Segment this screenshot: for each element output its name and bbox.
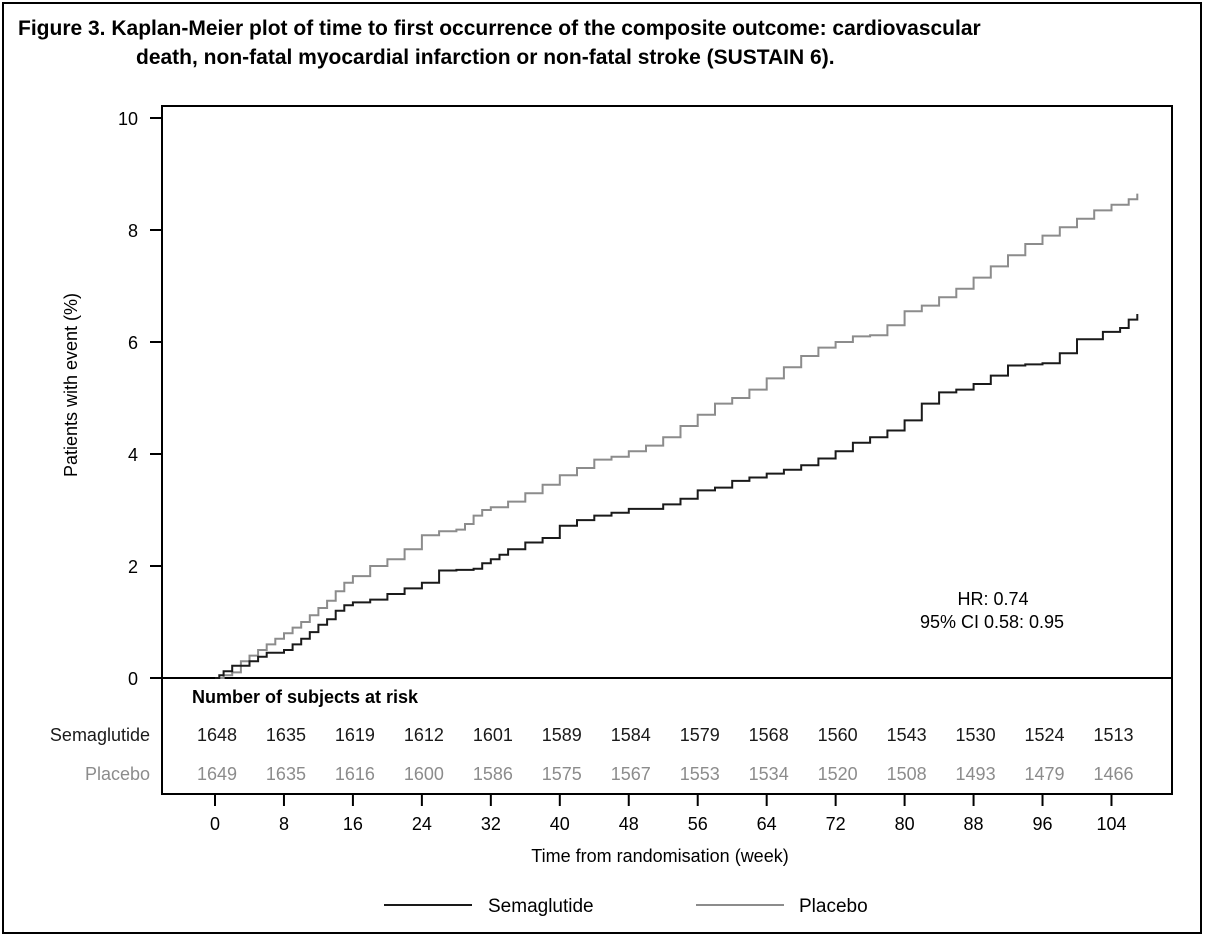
risk-table-header: Number of subjects at risk bbox=[192, 687, 419, 707]
x-tick-label: 64 bbox=[757, 814, 777, 834]
risk-cell: 1586 bbox=[473, 764, 513, 784]
x-tick-label: 104 bbox=[1096, 814, 1126, 834]
risk-cell: 1508 bbox=[887, 764, 927, 784]
y-axis-label: Patients with event (%) bbox=[61, 293, 81, 477]
risk-cell: 1543 bbox=[887, 725, 927, 745]
x-tick-label: 16 bbox=[343, 814, 363, 834]
risk-cell: 1575 bbox=[542, 764, 582, 784]
risk-cell: 1589 bbox=[542, 725, 582, 745]
x-tick-label: 80 bbox=[895, 814, 915, 834]
risk-cell: 1466 bbox=[1093, 764, 1133, 784]
risk-row-label: Semaglutide bbox=[50, 725, 150, 745]
risk-cell: 1612 bbox=[404, 725, 444, 745]
risk-cell: 1635 bbox=[266, 725, 306, 745]
risk-row-label: Placebo bbox=[85, 764, 150, 784]
risk-cell: 1524 bbox=[1024, 725, 1064, 745]
hazard-ratio-label: HR: 0.74 bbox=[957, 589, 1028, 609]
risk-cell: 1553 bbox=[680, 764, 720, 784]
legend: Semaglutide Placebo bbox=[384, 896, 868, 917]
risk-cell: 1560 bbox=[818, 725, 858, 745]
figure-title-line1: Figure 3. Kaplan-Meier plot of time to f… bbox=[18, 17, 981, 40]
figure-title: Figure 3. Kaplan-Meier plot of time to f… bbox=[18, 14, 1188, 72]
risk-cell: 1567 bbox=[611, 764, 651, 784]
risk-table: Number of subjects at risk Semaglutide 164… bbox=[50, 687, 1134, 784]
series-line-placebo bbox=[215, 193, 1139, 679]
risk-cell: 1649 bbox=[197, 764, 237, 784]
y-tick-label: 2 bbox=[128, 557, 138, 577]
risk-cell: 1479 bbox=[1024, 764, 1064, 784]
risk-cell: 1635 bbox=[266, 764, 306, 784]
confidence-interval-label: 95% CI 0.58: 0.95 bbox=[920, 612, 1064, 632]
risk-cell: 1600 bbox=[404, 764, 444, 784]
y-tick-label: 0 bbox=[128, 669, 138, 689]
x-tick-label: 40 bbox=[550, 814, 570, 834]
y-tick-label: 6 bbox=[128, 333, 138, 353]
y-tick-label: 4 bbox=[128, 445, 138, 465]
risk-cell: 1530 bbox=[956, 725, 996, 745]
x-tick-label: 48 bbox=[619, 814, 639, 834]
series-line-semaglutide bbox=[215, 314, 1139, 679]
risk-cell: 1616 bbox=[335, 764, 375, 784]
plot-frame bbox=[161, 105, 1173, 795]
x-tick-label: 56 bbox=[688, 814, 708, 834]
x-tick-label: 32 bbox=[481, 814, 501, 834]
risk-cell: 1579 bbox=[680, 725, 720, 745]
x-tick-label: 88 bbox=[964, 814, 984, 834]
risk-cell: 1619 bbox=[335, 725, 375, 745]
y-tick-label: 8 bbox=[128, 221, 138, 241]
x-tick-label: 24 bbox=[412, 814, 432, 834]
x-axis: 0 8 16 24 32 40 48 56 64 72 80 88 96 104 bbox=[210, 794, 1127, 834]
y-tick-label: 10 bbox=[118, 109, 138, 129]
km-curves bbox=[215, 193, 1139, 679]
risk-cell: 1520 bbox=[818, 764, 858, 784]
risk-cell: 1568 bbox=[749, 725, 789, 745]
risk-cell: 1648 bbox=[197, 725, 237, 745]
x-tick-label: 8 bbox=[279, 814, 289, 834]
legend-label-semaglutide: Semaglutide bbox=[488, 896, 594, 917]
risk-cell: 1493 bbox=[956, 764, 996, 784]
risk-cell: 1601 bbox=[473, 725, 513, 745]
y-axis: 0 2 4 6 8 10 bbox=[118, 109, 162, 689]
risk-cell: 1534 bbox=[749, 764, 789, 784]
risk-cell: 1513 bbox=[1093, 725, 1133, 745]
figure-title-line2: death, non-fatal myocardial infarction o… bbox=[136, 46, 835, 69]
risk-cell: 1584 bbox=[611, 725, 651, 745]
x-tick-label: 96 bbox=[1033, 814, 1053, 834]
x-axis-label: Time from randomisation (week) bbox=[531, 846, 788, 866]
x-tick-label: 0 bbox=[210, 814, 220, 834]
x-tick-label: 72 bbox=[826, 814, 846, 834]
legend-label-placebo: Placebo bbox=[799, 896, 868, 917]
